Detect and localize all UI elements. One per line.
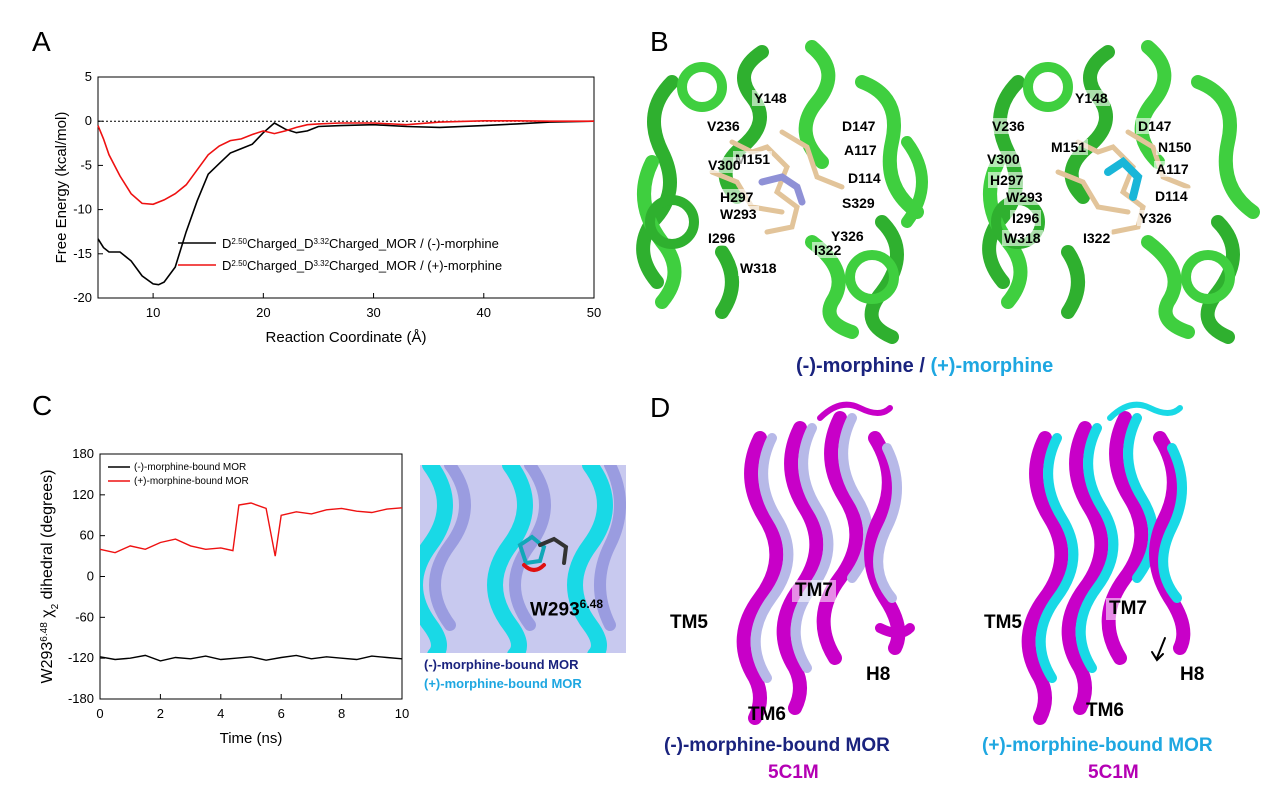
panel-b-caption: (-)-morphine / (+)-morphine	[796, 355, 1053, 378]
green-helix-bundle-icon	[636, 40, 928, 344]
caption-minus-bound-mor: (-)-morphine-bound MOR	[664, 735, 890, 756]
residue-label: W318	[1002, 230, 1043, 246]
x-tick-label: 0	[96, 706, 103, 721]
residue-label: D147	[840, 118, 878, 134]
y-tick-label: -60	[75, 609, 94, 624]
plot-frame	[97, 76, 595, 299]
residue-label: V236	[990, 118, 1027, 134]
y-tick-label: -20	[73, 290, 92, 305]
residue-label: D147	[1136, 118, 1174, 134]
dihedral-chart: 0 2 4 6 8 10 180 120 60 0 -60 -120 -180 Time (ns) W293…	[39, 446, 410, 747]
caption-5c1m-left: 5C1M	[768, 762, 819, 783]
residue-label: V300	[985, 151, 1022, 167]
label-h8-right: H8	[1180, 664, 1205, 685]
residue-label: H297	[718, 189, 756, 205]
label-tm5-left: TM5	[670, 612, 708, 633]
residue-label: I296	[1010, 210, 1042, 226]
mor-pocket-minus-structure	[612, 22, 952, 344]
legend-entry: D2.50Charged_D3.32Charged_MOR / (+)-morp…	[222, 258, 502, 273]
inset-residue-label: W2936.48	[530, 597, 603, 621]
y-tick-label: 0	[85, 113, 92, 128]
residue-label: I296	[706, 230, 738, 246]
mor-minus-vs-5c1m-structure	[700, 398, 930, 728]
residue-label: A117	[1154, 161, 1191, 177]
panel-letter-d: D	[650, 392, 671, 423]
caption-5c1m-right: 5C1M	[1088, 762, 1139, 783]
x-tick-label: 10	[395, 706, 409, 721]
inset-legend-minus: (-)-morphine-bound MOR	[424, 657, 579, 672]
y-tick-label: 60	[80, 528, 94, 543]
y-tick-label: -5	[80, 157, 92, 172]
label-tm6-left: TM6	[748, 704, 786, 725]
residue-label: H297	[988, 172, 1026, 188]
label-h8-left: H8	[866, 664, 891, 685]
x-tick-label: 10	[146, 305, 160, 320]
y-tick-label: 5	[85, 69, 92, 84]
label-tm7-left: TM7	[792, 580, 836, 602]
residue-label: Y148	[1073, 90, 1110, 106]
w293-inset-structure	[420, 465, 626, 653]
residue-label: Y326	[829, 228, 866, 244]
residue-label: W293	[718, 206, 759, 222]
residue-label: W318	[738, 260, 779, 276]
residue-label: D114	[846, 170, 883, 186]
series-line-plus	[97, 119, 594, 206]
residue-label: M151	[1049, 139, 1089, 155]
residue-label: W293	[1004, 189, 1045, 205]
y-tick-label: -180	[68, 691, 94, 706]
x-tick-label: 4	[217, 706, 224, 721]
residue-label: I322	[1081, 230, 1113, 246]
x-tick-label: 2	[157, 706, 164, 721]
legend-entry: D2.50Charged_D3.32Charged_MOR / (-)-morp…	[222, 236, 499, 251]
y-tick-label: -10	[73, 202, 92, 217]
residue-label: V300	[706, 157, 743, 173]
receptor-helix-bundle-icon	[736, 401, 915, 725]
series-line-minus	[99, 654, 403, 662]
y-tick-label: 0	[87, 569, 94, 584]
residue-label: A117	[842, 142, 879, 158]
x-tick-label: 20	[256, 305, 270, 320]
caption-minus-morphine: (-)-morphine	[796, 355, 914, 377]
label-tm5-right: TM5	[984, 612, 1022, 633]
residue-label: M151	[733, 151, 773, 167]
caption-plus-bound-mor: (+)-morphine-bound MOR	[982, 735, 1213, 756]
panel-letter-c: C	[32, 390, 53, 421]
plot-frame	[99, 453, 403, 700]
residue-label: Y148	[752, 90, 789, 106]
y-tick-label: 180	[72, 446, 94, 461]
y-axis-label: W2936.48 χ2 dihedral (degrees)	[39, 470, 61, 684]
x-tick-label: 6	[278, 706, 285, 721]
residue-label: S329	[840, 195, 877, 211]
residue-label: D114	[1153, 188, 1190, 204]
x-tick-label: 50	[587, 305, 601, 320]
x-axis-label: Reaction Coordinate (Å)	[266, 329, 427, 346]
residue-label: N150	[1156, 139, 1194, 155]
y-tick-label: -15	[73, 246, 92, 261]
panel-letter-a: A	[32, 26, 51, 57]
helix-overlay-icon	[420, 465, 626, 653]
x-tick-label: 30	[366, 305, 380, 320]
label-tm6-right: TM6	[1086, 700, 1124, 721]
y-tick-label: 120	[72, 487, 94, 502]
residue-label: Y326	[1137, 210, 1174, 226]
legend-entry: (-)-morphine-bound MOR	[134, 462, 246, 473]
caption-plus-morphine: (+)-morphine	[930, 355, 1054, 377]
series-line-minus	[97, 120, 595, 286]
label-tm7-right: TM7	[1106, 598, 1150, 620]
panel-letter-b: B	[650, 26, 669, 57]
y-tick-label: -120	[68, 650, 94, 665]
caption-separator: /	[913, 355, 931, 377]
residue-label: I322	[812, 242, 844, 258]
x-tick-label: 8	[338, 706, 345, 721]
legend-entry: (+)-morphine-bound MOR	[134, 476, 249, 487]
x-axis-label: Time (ns)	[220, 730, 283, 747]
x-tick-label: 40	[477, 305, 491, 320]
inset-legend-plus: (+)-morphine-bound MOR	[424, 676, 582, 691]
residue-label: V236	[705, 118, 742, 134]
y-axis-label: Free Energy (kcal/mol)	[53, 112, 70, 264]
series-line-plus	[99, 502, 403, 557]
